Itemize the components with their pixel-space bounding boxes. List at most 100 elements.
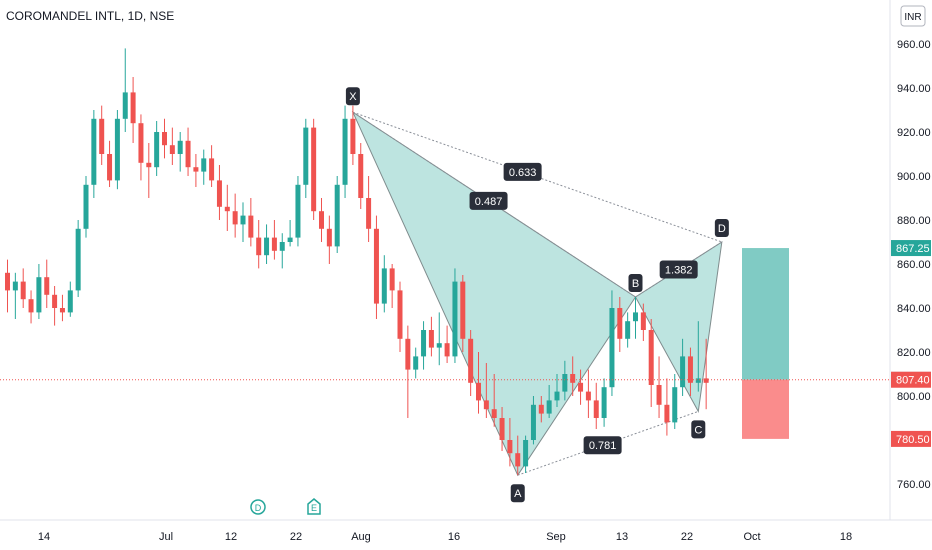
currency-badge[interactable]	[900, 5, 926, 27]
candle-body	[593, 400, 599, 418]
time-axis[interactable]: 14 Jul 12 22 Aug 16 Sep 13 22 Oct 18	[38, 531, 852, 543]
x-tick-label: Oct	[743, 531, 760, 543]
earnings-marker[interactable]	[307, 498, 321, 515]
y-tick-label: 880.00	[897, 215, 931, 227]
candle-body	[562, 374, 568, 392]
price-label: 807.40	[896, 375, 930, 387]
pattern-point-badge	[691, 420, 706, 439]
candle-body	[625, 321, 631, 339]
pattern-point-label: B	[632, 278, 639, 290]
price-label-bg	[891, 430, 931, 447]
y-tick-label: 800.00	[897, 391, 931, 403]
candle-body	[75, 228, 81, 291]
event-marker-label: E	[311, 503, 317, 513]
pattern-point-label: C	[694, 424, 702, 436]
chart-title: COROMANDEL INTL, 1D, NSE	[6, 9, 175, 23]
candle-body	[578, 382, 584, 392]
candle-body	[326, 228, 332, 247]
stop-zone[interactable]	[742, 379, 789, 439]
candle-body	[358, 154, 364, 198]
candle-body	[405, 338, 411, 370]
candle-body	[350, 118, 356, 154]
candle-body	[515, 453, 521, 467]
candle-body	[146, 162, 152, 168]
candle-body	[122, 92, 128, 119]
risk-reward-box[interactable]	[742, 248, 789, 439]
candle-body	[601, 387, 607, 418]
candle-body	[28, 299, 34, 313]
candle-body	[342, 118, 348, 185]
candle-body	[162, 132, 167, 146]
pattern-point-badge	[628, 274, 643, 292]
candle-body	[138, 123, 144, 163]
candle-body	[169, 145, 175, 154]
candle-body	[554, 391, 560, 401]
currency-label: INR	[904, 12, 921, 23]
profit-zone[interactable]	[742, 248, 789, 380]
ratio-badge	[503, 162, 542, 181]
candle-body	[12, 281, 18, 291]
candle-body	[99, 118, 105, 154]
candle-body	[67, 290, 73, 313]
candle-body	[279, 242, 285, 251]
ratio-badge	[469, 191, 508, 210]
candle-body	[538, 404, 544, 414]
candle-body	[460, 281, 466, 339]
pattern-point-badge	[345, 87, 360, 106]
x-tick-label: 22	[681, 531, 693, 543]
candle-body	[672, 387, 678, 423]
x-tick-label: Sep	[546, 531, 566, 543]
candle-body	[264, 237, 270, 256]
candle-body	[5, 272, 10, 291]
y-tick-label: 940.00	[897, 83, 931, 95]
candles	[5, 48, 709, 476]
x-tick-label: 22	[290, 531, 302, 543]
candle-body	[311, 127, 317, 212]
candle-body	[687, 356, 693, 383]
ratio-label: 0.633	[509, 167, 537, 179]
pattern-point-badge	[510, 484, 525, 503]
candle-body	[609, 308, 615, 388]
candle-body	[154, 132, 160, 168]
candle-body	[468, 338, 474, 383]
candle-body	[381, 268, 387, 304]
y-tick-label: 960.00	[897, 39, 931, 51]
pattern-ratio-line	[635, 241, 723, 298]
x-tick-label: Jul	[159, 531, 173, 543]
pattern-ratio-line	[352, 111, 723, 243]
candle-body	[483, 400, 489, 410]
candle-body	[366, 198, 372, 229]
y-tick-label: 840.00	[897, 303, 931, 315]
candle-body	[444, 343, 450, 357]
candle-body	[373, 228, 379, 304]
candle-body	[248, 215, 254, 238]
pattern-point-label: A	[514, 488, 522, 500]
ratio-label: 0.781	[589, 440, 617, 452]
x-tick-label: Aug	[351, 531, 371, 543]
price-label: 867.25	[896, 243, 930, 255]
candle-body	[256, 237, 262, 256]
candle-body	[177, 140, 183, 154]
x-tick-label: 13	[616, 531, 628, 543]
candle-body	[413, 356, 419, 370]
candle-body	[523, 440, 529, 467]
candle-body	[476, 382, 481, 401]
candle-body	[59, 308, 65, 313]
candle-body	[130, 92, 136, 124]
candle-body	[428, 330, 434, 348]
y-tick-label: 860.00	[897, 259, 931, 271]
candle-body	[695, 378, 701, 383]
price-label: 780.50	[896, 434, 930, 446]
ratio-label: 0.487	[475, 196, 503, 208]
price-axis[interactable]: 960.00 940.00 920.00 900.00 880.00 860.00 840.…	[891, 39, 931, 491]
dividend-marker[interactable]	[250, 499, 266, 515]
candle-body	[83, 184, 89, 229]
candle-body	[633, 312, 638, 322]
candle-body	[44, 277, 50, 295]
candle-body	[36, 277, 42, 313]
candle-body	[216, 180, 222, 207]
candle-body	[507, 440, 513, 454]
candle-body	[530, 404, 536, 440]
